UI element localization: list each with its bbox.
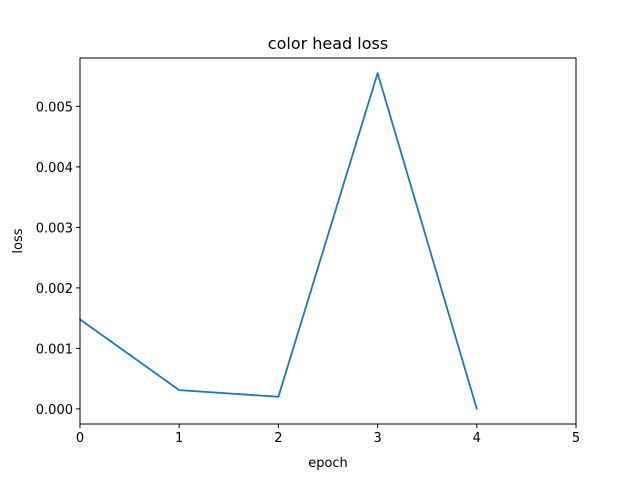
y-tick-label: 0.005 (36, 100, 73, 115)
x-tick-label: 4 (473, 431, 481, 446)
y-axis: 0.000 0.001 0.002 0.003 0.004 0.005 (36, 100, 80, 418)
plot-frame (79, 57, 577, 425)
data-point (475, 407, 478, 410)
x-tick-label: 2 (274, 431, 282, 446)
data-point (178, 389, 181, 392)
data-point (277, 395, 280, 398)
x-axis: 0 1 2 3 4 5 (76, 424, 580, 446)
y-tick-label: 0.000 (36, 403, 73, 418)
x-tick-label: 5 (572, 431, 580, 446)
data-point (376, 72, 379, 75)
x-axis-label: epoch (308, 456, 348, 471)
series-line-0 (79, 72, 478, 410)
chart-title: color head loss (268, 34, 388, 53)
x-tick-label: 1 (175, 431, 183, 446)
y-tick-label: 0.001 (36, 342, 73, 357)
y-axis-label: loss (11, 228, 26, 253)
y-tick-label: 0.002 (36, 282, 73, 297)
x-tick-label: 3 (373, 431, 381, 446)
x-tick-label: 0 (76, 431, 84, 446)
y-tick-label: 0.003 (36, 221, 73, 236)
plot-area (79, 72, 478, 410)
y-tick-label: 0.004 (36, 161, 73, 176)
